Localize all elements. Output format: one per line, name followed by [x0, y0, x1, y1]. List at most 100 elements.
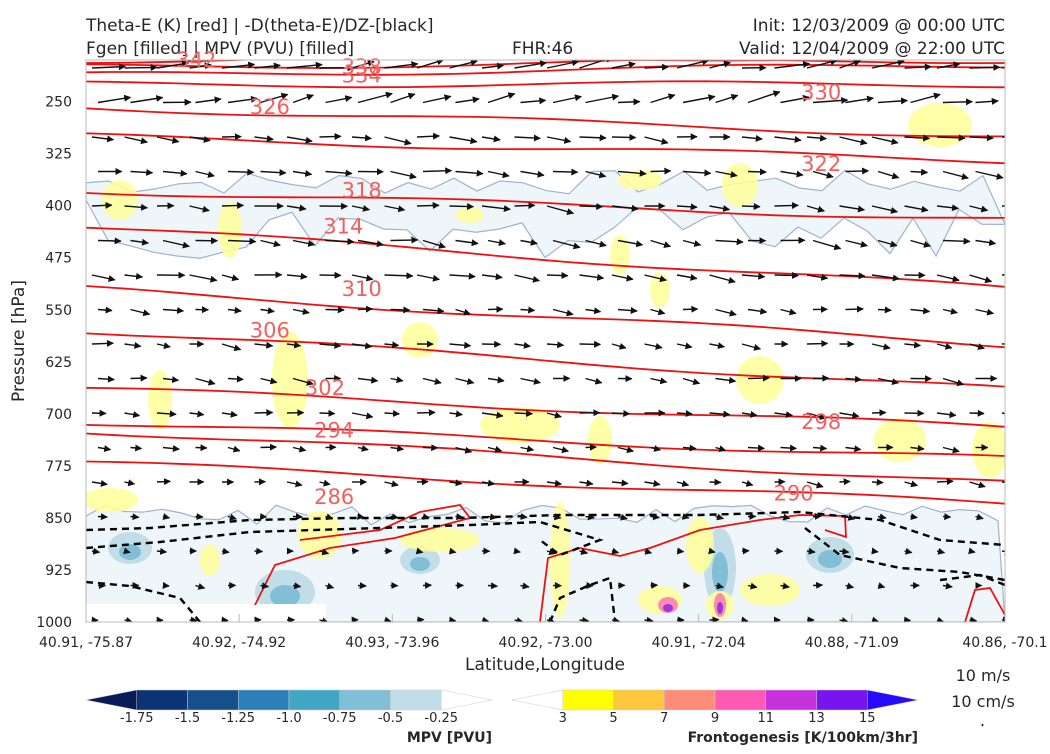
wind-vector	[391, 240, 418, 241]
wind-vector	[358, 517, 364, 518]
wind-vector	[872, 482, 883, 483]
wind-vector	[1002, 482, 1013, 483]
wind-vector	[612, 413, 630, 414]
fgen-max-core	[663, 604, 673, 612]
theta-e-contour-label: 298	[801, 410, 841, 434]
colorbar-tick-label: 5	[609, 711, 617, 726]
x-tick-label: 40.91, -75.87	[39, 635, 133, 651]
y-tick-label: 850	[45, 511, 72, 527]
valid-time: Valid: 12/04/2009 @ 22:00 UTC	[739, 39, 1005, 59]
wind-vector	[1008, 448, 1021, 450]
fgen-cell	[588, 416, 612, 464]
wind-vector	[456, 517, 463, 518]
wind-vector	[970, 413, 985, 414]
y-tick-label: 625	[45, 355, 72, 371]
wind-vector	[651, 517, 660, 518]
y-tick-label: 250	[45, 95, 72, 111]
wind-vector	[1008, 172, 1034, 173]
wind-vector	[840, 481, 851, 482]
mpv-cell-core	[270, 585, 300, 607]
colorbar-tick-label: -1.0	[276, 711, 301, 726]
colorbar-swatch	[188, 690, 239, 710]
wind-vector	[1008, 517, 1017, 520]
colorbar-swatch	[766, 690, 817, 710]
wind-vector	[358, 586, 366, 587]
mpv-cell-core	[410, 557, 430, 571]
wind-vector	[255, 413, 273, 414]
colorbar-tick-label: -1.25	[221, 711, 255, 726]
wind-vector	[417, 205, 439, 206]
wind-vector	[450, 620, 456, 621]
colorbar-tick-label: 3	[559, 711, 567, 726]
theta-e-contour-label: 318	[342, 178, 382, 202]
fgen-cell	[402, 322, 438, 358]
wind-vector	[423, 171, 452, 172]
colorbar-swatch	[817, 690, 868, 710]
y-tick-label: 775	[45, 459, 72, 475]
wind-vector	[385, 413, 400, 414]
wind-vector	[677, 551, 684, 552]
wind-vector	[92, 205, 112, 206]
colorbar-tick-label: -1.75	[120, 711, 154, 726]
wind-vector	[943, 517, 951, 518]
colorbar-tick-label: -0.25	[424, 711, 458, 726]
mpv-colorbar-label: MPV [PVU]	[407, 730, 492, 746]
wind-vector	[586, 447, 597, 448]
wind-vector	[163, 586, 169, 587]
wind-vector	[228, 172, 254, 173]
wind-vector	[157, 551, 166, 552]
colorbar-swatch	[715, 690, 766, 710]
y-tick-label: 925	[45, 563, 72, 579]
colorbar-swatch	[512, 690, 563, 710]
y-tick-label: 325	[45, 147, 72, 163]
wind-vector	[157, 481, 170, 482]
x-tick-label: 40.88, -71.09	[805, 635, 899, 651]
wind-vector	[807, 343, 828, 344]
x-tick-label: 40.92, -74.92	[192, 635, 286, 651]
colorbar-swatch	[86, 690, 137, 710]
wind-vector	[872, 413, 886, 414]
wind-vector	[943, 102, 972, 103]
colorbar-swatch	[664, 690, 715, 710]
theta-e-contour-label: 314	[323, 215, 363, 239]
wind-vector	[417, 412, 435, 413]
wind-vector	[196, 448, 207, 449]
x-tick-label: 40.91, -72.04	[652, 635, 746, 651]
theta-e-contour-label: 310	[342, 277, 382, 301]
wind-vector	[261, 447, 277, 448]
wind-vector	[710, 482, 721, 483]
wind-vector	[391, 310, 410, 311]
theta-e-contour-label: 330	[801, 81, 841, 105]
wind-vector	[943, 241, 970, 242]
wind-vector	[872, 551, 878, 552]
colorbar-swatch	[340, 690, 391, 710]
wind-vector	[190, 620, 198, 621]
colorbar-tick-label: 9	[711, 711, 719, 726]
wind-vector	[222, 205, 243, 206]
wind-vector	[1008, 100, 1040, 103]
y-tick-label: 400	[45, 199, 72, 215]
wind-vector	[911, 172, 928, 173]
wind-vector	[450, 206, 474, 207]
fgen-cell	[550, 502, 570, 618]
wind-vector	[677, 413, 692, 414]
wind-vector	[521, 310, 535, 311]
wind-vector	[618, 102, 640, 103]
wind-vector	[683, 309, 698, 310]
y-tick-label: 1000	[36, 615, 72, 631]
fgen-cell	[456, 207, 484, 223]
wind-vector	[385, 275, 413, 276]
wind-vector	[651, 171, 671, 172]
y-tick-label: 550	[45, 303, 72, 319]
wind-vector	[1008, 586, 1015, 587]
colorbar-tick-label: 7	[660, 711, 668, 726]
wind-vector	[742, 206, 760, 207]
mpv-colorbar: -1.75-1.5-1.25-1.0-0.75-0.5-0.25	[86, 690, 492, 726]
wind-vector	[320, 136, 341, 137]
wind-vector	[521, 517, 528, 518]
theta-e-contour-label: 290	[774, 482, 814, 506]
wind-vector	[846, 309, 864, 310]
fgen-cell	[874, 418, 926, 462]
wind-vector	[748, 172, 766, 173]
